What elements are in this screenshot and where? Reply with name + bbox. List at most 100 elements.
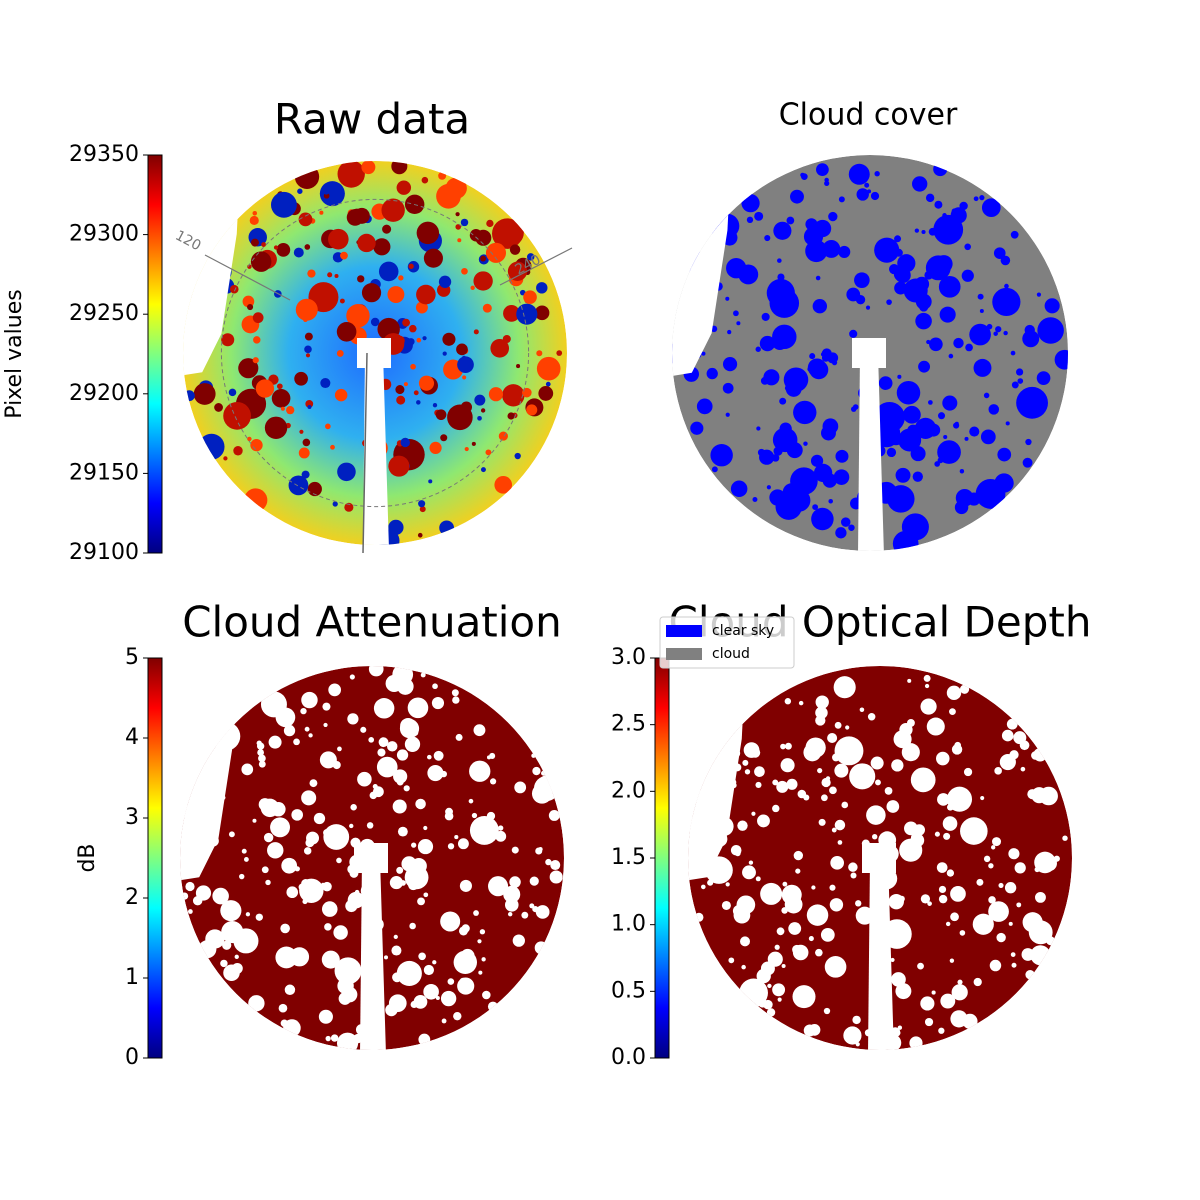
image-texture (486, 219, 494, 228)
image-texture (418, 375, 435, 391)
image-texture (921, 229, 926, 235)
image-texture (233, 446, 243, 456)
image-texture (850, 872, 857, 879)
image-texture (821, 777, 831, 788)
image-texture (271, 842, 281, 852)
image-texture (462, 375, 467, 380)
image-texture (856, 188, 869, 201)
image-texture (498, 431, 508, 441)
image-texture (993, 247, 1006, 259)
image-texture (1036, 292, 1042, 297)
image-texture (440, 911, 461, 932)
image-texture (340, 251, 348, 260)
image-texture (418, 952, 426, 961)
image-texture (1011, 381, 1019, 389)
image-texture (482, 990, 491, 1000)
image-texture (378, 261, 399, 282)
image-texture (848, 163, 870, 185)
image-texture (938, 275, 961, 298)
image-texture (1054, 349, 1068, 370)
image-texture (253, 336, 261, 344)
image-texture (903, 278, 928, 303)
image-texture (324, 923, 332, 931)
image-texture (468, 798, 474, 804)
image-texture (942, 395, 958, 411)
image-texture (901, 743, 920, 762)
image-texture (229, 284, 239, 294)
image-texture (925, 193, 935, 203)
image-texture (973, 196, 979, 202)
image-texture (726, 258, 747, 279)
image-texture (824, 180, 830, 186)
image-texture (481, 957, 486, 962)
image-texture (833, 469, 850, 485)
image-texture (432, 403, 438, 408)
image-texture (429, 441, 442, 455)
image-texture (849, 763, 876, 790)
image-texture (938, 894, 948, 904)
image-texture (817, 767, 823, 774)
colorbar-tick-label: 4 (125, 725, 139, 750)
image-texture (386, 741, 398, 752)
image-texture (336, 857, 342, 864)
image-texture (396, 866, 404, 874)
image-texture (1001, 729, 1014, 742)
image-texture (728, 957, 735, 964)
colorbar (147, 154, 163, 554)
image-texture (238, 358, 259, 379)
image-texture (455, 733, 463, 741)
image-texture (526, 253, 535, 261)
image-texture (821, 794, 828, 802)
image-texture (482, 303, 492, 313)
sky-image (688, 666, 1072, 1050)
image-texture (471, 441, 476, 446)
image-texture (221, 333, 235, 347)
image-texture (409, 922, 416, 930)
image-texture (327, 272, 333, 278)
image-texture (830, 856, 844, 870)
image-texture (926, 339, 931, 345)
colorbar-tick-label: 3 (125, 805, 139, 830)
image-texture (302, 438, 311, 447)
image-texture (890, 957, 895, 962)
image-texture (855, 900, 862, 907)
image-texture (761, 312, 770, 321)
image-texture (816, 163, 829, 176)
image-texture (361, 161, 376, 175)
image-texture (779, 397, 787, 405)
image-texture (845, 725, 850, 730)
image-texture (795, 868, 801, 874)
image-texture (479, 822, 497, 840)
image-texture (913, 824, 926, 836)
image-texture (859, 707, 865, 713)
image-texture (301, 790, 317, 806)
image-texture (1013, 731, 1027, 745)
image-texture (486, 755, 492, 760)
image-texture (361, 283, 382, 303)
image-texture (198, 433, 225, 460)
image-texture (776, 780, 789, 793)
image-texture (397, 1006, 403, 1012)
image-texture (419, 506, 426, 513)
image-texture (1049, 337, 1055, 343)
image-texture (366, 822, 374, 829)
image-texture (947, 803, 954, 811)
image-texture (910, 767, 936, 793)
image-texture (404, 865, 429, 890)
image-texture (824, 956, 847, 978)
image-texture (241, 848, 247, 854)
image-texture (792, 985, 816, 1009)
image-texture (827, 733, 838, 744)
image-texture (886, 447, 897, 458)
image-texture (328, 228, 349, 250)
image-texture (304, 244, 311, 250)
image-texture (397, 826, 408, 837)
image-texture (992, 837, 1002, 847)
image-texture (421, 176, 429, 184)
image-texture (392, 799, 407, 814)
image-texture (741, 964, 746, 970)
image-texture (953, 337, 964, 349)
image-texture (772, 983, 786, 997)
image-texture (248, 995, 265, 1012)
image-texture (912, 471, 923, 482)
